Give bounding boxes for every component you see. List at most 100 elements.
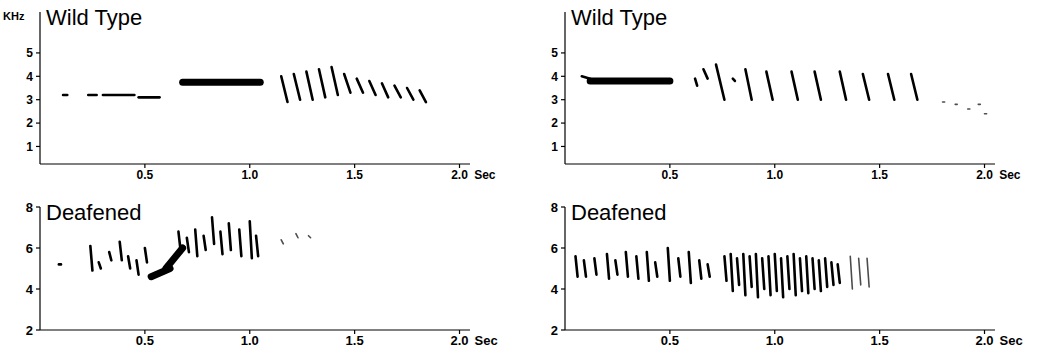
note [781, 258, 783, 297]
y-tick-label: 2 [26, 323, 33, 338]
note [590, 77, 670, 84]
y-tick-label: 1 [26, 140, 33, 154]
note [655, 262, 657, 276]
x-axis-label: Sec [475, 333, 498, 348]
note [344, 74, 350, 93]
note [212, 217, 214, 244]
note [256, 236, 258, 257]
note [145, 248, 147, 262]
notes [582, 65, 987, 114]
note [968, 108, 970, 110]
note [838, 264, 840, 282]
y-tick-label: 4 [26, 282, 34, 297]
y-tick-label: 8 [551, 200, 558, 215]
y-tick-label: 2 [26, 116, 33, 130]
note [139, 96, 160, 99]
note [737, 258, 739, 285]
note [220, 232, 222, 255]
note [708, 264, 710, 276]
y-axis [564, 207, 565, 330]
note [63, 94, 67, 97]
note [332, 67, 338, 95]
note [229, 223, 231, 250]
x-tick-label: 1.5 [871, 168, 888, 182]
note [296, 234, 298, 238]
y-tick [561, 206, 565, 207]
note [850, 256, 852, 289]
note [183, 79, 261, 86]
note [178, 232, 180, 250]
note [678, 258, 680, 276]
note [357, 79, 363, 93]
panel-title: Deafened [571, 200, 666, 225]
x-tick-label: 0.5 [662, 168, 679, 182]
y-tick [36, 52, 40, 53]
x-axis-label: Sec [474, 168, 496, 182]
panel-title: Wild Type [46, 5, 142, 30]
note [806, 256, 808, 293]
note [250, 221, 252, 258]
note [308, 236, 310, 238]
note [762, 258, 764, 289]
note [109, 252, 111, 260]
note [668, 248, 670, 281]
y-axis [564, 12, 565, 164]
note [575, 256, 577, 277]
y-tick [561, 76, 565, 77]
note [792, 72, 798, 100]
y-tick-label: 2 [551, 323, 558, 338]
note [911, 74, 917, 100]
y-tick-label: 3 [26, 93, 33, 107]
x-tick-label: 2.0 [451, 168, 468, 182]
y-tick [561, 329, 565, 330]
note [59, 263, 61, 266]
x-axis-label: Sec [999, 168, 1021, 182]
note [831, 262, 833, 285]
x-axis [565, 163, 995, 164]
note [382, 83, 388, 97]
note [867, 258, 869, 287]
note [584, 260, 586, 276]
y-tick-label: 3 [551, 93, 558, 107]
note [825, 258, 827, 287]
y-tick [36, 288, 40, 289]
x-axis [40, 329, 470, 330]
y-tick-label: 8 [26, 200, 33, 215]
x-tick-label: 0.5 [661, 333, 679, 348]
note [819, 260, 821, 291]
note [88, 94, 96, 97]
note [103, 94, 134, 97]
note [120, 242, 122, 260]
y-tick [561, 99, 565, 100]
note [281, 240, 283, 244]
x-tick-label: 1.0 [241, 168, 258, 182]
panel: 24680.51.01.52.0SecDeafened [551, 200, 1023, 348]
notes [59, 217, 311, 276]
note [703, 69, 707, 78]
x-tick-label: 0.5 [137, 168, 154, 182]
note [319, 69, 325, 97]
note [859, 258, 861, 285]
note [840, 72, 846, 100]
y-tick [561, 288, 565, 289]
note [626, 252, 628, 277]
note [743, 254, 745, 295]
x-tick-label: 1.5 [871, 333, 889, 348]
y-tick [36, 146, 40, 147]
note [647, 252, 649, 281]
note [888, 74, 894, 100]
y-tick [36, 247, 40, 248]
y-axis [39, 12, 40, 164]
note [943, 101, 945, 103]
note [136, 260, 138, 274]
notes [63, 67, 426, 102]
note [195, 230, 197, 257]
note [420, 90, 426, 102]
note [756, 254, 758, 297]
note [724, 256, 726, 281]
note [815, 72, 821, 100]
x-axis [40, 163, 470, 164]
note [239, 230, 241, 257]
note [787, 256, 789, 289]
y-tick [36, 329, 40, 330]
